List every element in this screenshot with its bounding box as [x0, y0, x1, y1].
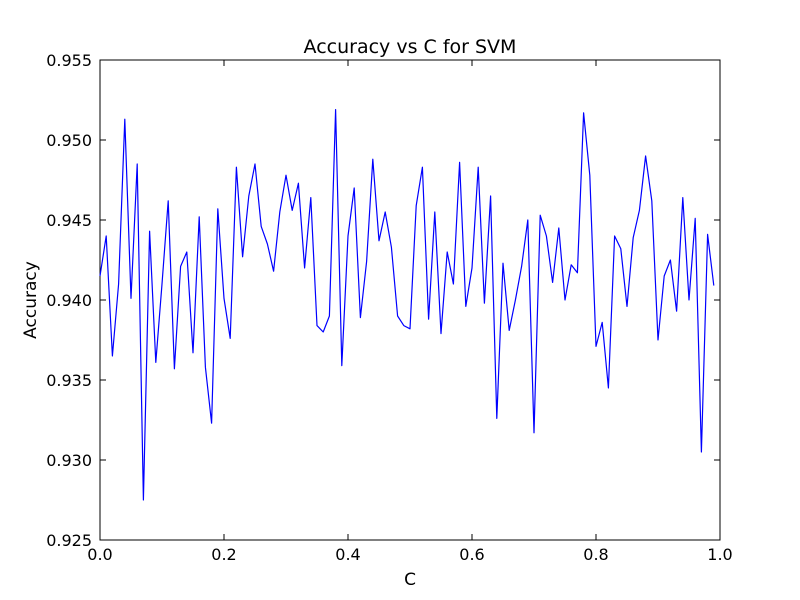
- x-tick-label: 0.8: [583, 545, 608, 564]
- y-tick-label: 0.930: [46, 451, 92, 470]
- x-tick-label: 0.2: [211, 545, 236, 564]
- x-axis-label: C: [404, 570, 416, 590]
- accuracy-line: [99, 108, 715, 501]
- x-tick-label: 0.6: [459, 545, 484, 564]
- x-tick-label: 1.0: [707, 545, 732, 564]
- y-tick-label: 0.925: [46, 531, 92, 550]
- y-tick-label: 0.950: [46, 131, 92, 150]
- y-tick-label: 0.945: [46, 211, 92, 230]
- x-tick-label: 0.0: [87, 545, 112, 564]
- x-tick-label: 0.4: [335, 545, 360, 564]
- y-tick-label: 0.940: [46, 291, 92, 310]
- y-axis: 0.925 0.930 0.935 0.940 0.945 0.950 0.955: [46, 51, 720, 550]
- y-tick-label: 0.955: [46, 51, 92, 70]
- y-axis-label: Accuracy: [21, 261, 41, 339]
- x-axis: 0.0 0.2 0.4 0.6 0.8 1.0: [87, 60, 733, 564]
- chart-title: Accuracy vs C for SVM: [304, 36, 517, 58]
- y-tick-label: 0.935: [46, 371, 92, 390]
